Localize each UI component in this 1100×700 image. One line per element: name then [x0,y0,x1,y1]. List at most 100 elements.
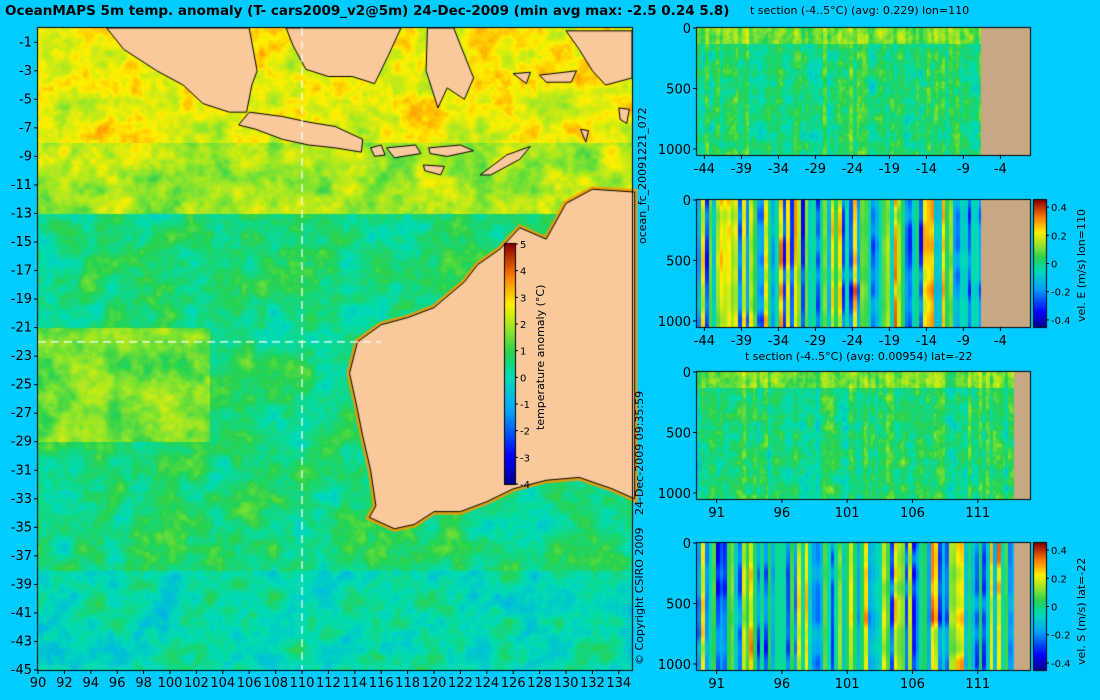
map-y-tick-label: -5 [19,92,32,107]
main-colorbar-tick-label: -4 [520,480,530,491]
main-colorbar-tick-label: 1 [520,347,526,358]
section-x-tick-label: -29 [805,334,826,349]
section-x-tick-label: 111 [965,677,990,692]
map-x-tick-label: 130 [554,676,579,691]
map-x-tick-label: 116 [369,676,394,691]
map-x-tick-label: 112 [316,676,341,691]
section-colorbar-tick-label: 0 [1051,603,1057,614]
map-y-tick-label: -19 [11,292,32,307]
section-colorbar-tick-label: -0.2 [1051,631,1071,642]
section-y-tick-label: 500 [666,426,691,441]
section-x-tick-label: -39 [731,334,752,349]
section-y-tick-label: 1000 [658,143,691,158]
section1-title: t section (-4..5°C) (avg: 0.229) lon=110 [750,4,970,17]
map-x-tick-label: 124 [474,676,499,691]
section-x-tick-label: -34 [768,162,789,177]
map-x-tick-label: 98 [135,676,152,691]
map-x-tick-label: 122 [448,676,473,691]
main-colorbar-tick-label: 4 [520,267,526,278]
main-colorbar-tick-label: 0 [520,373,526,384]
section-x-tick-label: -34 [768,334,789,349]
map-y-tick-label: -15 [11,235,32,250]
map-x-tick-label: 128 [527,676,552,691]
map-x-tick-label: 92 [56,676,73,691]
map-x-tick-label: 108 [263,676,288,691]
section-colorbar-tick-label: 0.4 [1051,546,1067,557]
map-y-tick-label: -3 [19,64,32,79]
section-x-tick-label: -19 [879,334,900,349]
section-colorbar-tick-label: 0 [1051,260,1057,271]
section-y-tick-label: 1000 [658,315,691,330]
main-colorbar-tick-label: -1 [520,400,530,411]
section-x-tick-label: 111 [965,506,990,521]
section-x-tick-label: 96 [774,506,791,521]
section-y-tick-label: 0 [683,537,691,552]
map-y-tick-label: -1 [19,35,32,50]
section-x-tick-label: 91 [708,677,725,692]
section-x-tick-label: -4 [994,162,1007,177]
map-y-tick-label: -31 [11,463,32,478]
section-y-tick-label: 1000 [658,658,691,673]
section-x-tick-label: 91 [708,506,725,521]
map-y-tick-label: -7 [19,121,32,136]
map-y-tick-label: -25 [11,378,32,393]
section-x-tick-label: -44 [694,162,715,177]
section-colorbar-tick-label: -0.4 [1051,316,1071,327]
map-y-tick-label: -43 [11,634,32,649]
figure-title: OceanMAPS 5m temp. anomaly (T- cars2009_… [5,3,730,19]
section3-title: t section (-4..5°C) (avg: 0.00954) lat=-… [745,350,973,363]
map-y-tick-label: -17 [11,264,32,279]
section-colorbar-tick-label: 0.2 [1051,574,1067,585]
map-y-tick-label: -13 [11,206,32,221]
section-x-tick-label: 101 [835,506,860,521]
main-colorbar-tick-label: -3 [520,453,530,464]
section-x-tick-label: -44 [694,334,715,349]
map-y-tick-label: -45 [11,663,32,678]
section-x-tick-label: -19 [879,162,900,177]
main-colorbar-tick-label: 5 [520,240,526,251]
section-x-tick-label: 101 [835,677,860,692]
map-y-tick-label: -9 [19,149,32,164]
map-x-tick-label: 126 [501,676,526,691]
map-y-tick-label: -37 [11,549,32,564]
map-x-tick-label: 120 [422,676,447,691]
map-y-tick-label: -39 [11,577,32,592]
map-y-tick-label: -27 [11,406,32,421]
section-y-tick-label: 500 [666,597,691,612]
map-x-tick-label: 104 [210,676,235,691]
map-x-tick-label: 114 [342,676,367,691]
section-y-tick-label: 0 [683,194,691,209]
section-colorbar-tick-label: -0.2 [1051,288,1071,299]
section-y-tick-label: 500 [666,254,691,269]
section-x-tick-label: -14 [916,162,937,177]
section-x-tick-label: -9 [957,334,970,349]
section-y-tick-label: 0 [683,366,691,381]
section-colorbar-tick-label: -0.4 [1051,659,1071,670]
section-x-tick-label: -24 [842,162,863,177]
section-x-tick-label: -24 [842,334,863,349]
map-x-tick-label: 118 [395,676,420,691]
map-y-tick-label: -23 [11,349,32,364]
section-x-tick-label: -14 [916,334,937,349]
section-x-tick-label: -9 [957,162,970,177]
section-x-tick-label: 106 [900,506,925,521]
section-colorbar-tick-label: 0.4 [1051,203,1067,214]
section-y-tick-label: 500 [666,82,691,97]
map-y-tick-label: -29 [11,435,32,450]
map-x-tick-label: 94 [83,676,100,691]
map-y-tick-label: -33 [11,492,32,507]
section-y-tick-label: 0 [683,22,691,37]
map-x-tick-label: 106 [237,676,262,691]
map-y-tick-label: -35 [11,520,32,535]
section-y-tick-label: 1000 [658,487,691,502]
map-x-tick-label: 134 [606,676,631,691]
map-x-tick-label: 100 [158,676,183,691]
section-x-tick-label: 96 [774,677,791,692]
section-colorbar-tick-label: 0.2 [1051,231,1067,242]
map-y-tick-label: -41 [11,606,32,621]
main-colorbar-tick-label: -2 [520,427,530,438]
main-colorbar-tick-label: 2 [520,320,526,331]
main-colorbar-tick-label: 3 [520,293,526,304]
